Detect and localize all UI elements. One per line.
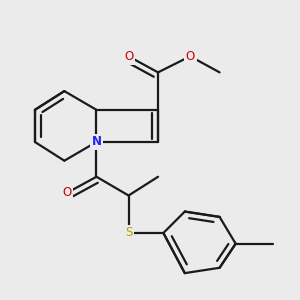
Text: O: O	[62, 186, 72, 199]
Text: N: N	[92, 136, 101, 148]
Text: S: S	[125, 226, 132, 239]
Text: O: O	[124, 50, 133, 63]
Text: O: O	[185, 50, 195, 63]
